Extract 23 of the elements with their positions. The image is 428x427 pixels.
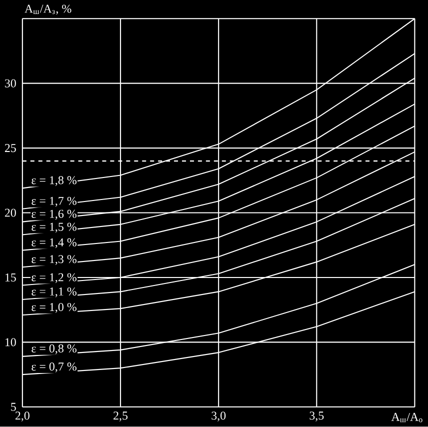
y-tick-label: 5 [11,403,16,412]
x-tick-label: 2,0 [15,412,30,422]
x-axis-title: A$_{ш}$/A$_{о}$ [391,413,422,422]
series-label: ε = 1,3 % [32,255,76,266]
series-label: ε = 1,1 % [32,288,76,298]
y-axis-title: A$_{ш}$/A$_{з}$, % [24,4,72,15]
series-label: ε = 1,7 % [32,197,76,207]
series-label: ε = 0,8 % [32,344,76,354]
series-label: ε = 0,7 % [32,362,76,372]
series-label: ε = 1,6 % [32,210,76,220]
series-label: ε = 1,0 % [32,303,76,313]
x-tick-label: 3,0 [212,412,226,422]
series-label: ε = 1,4 % [32,238,76,248]
y-tick-label: 10 [5,338,16,346]
x-tick-label: 3,5 [310,412,324,422]
y-tick-label: 30 [5,79,16,88]
series-label: ε = 1,5 % [32,222,76,233]
y-tick-label: 20 [4,208,16,217]
y-tick-label: 25 [4,144,16,152]
series-label: ε = 1,8 % [32,176,76,186]
y-tick-label: 15 [5,274,16,282]
x-tick-label: 2,5 [114,412,128,422]
series-label: ε = 1,2 % [32,273,76,284]
